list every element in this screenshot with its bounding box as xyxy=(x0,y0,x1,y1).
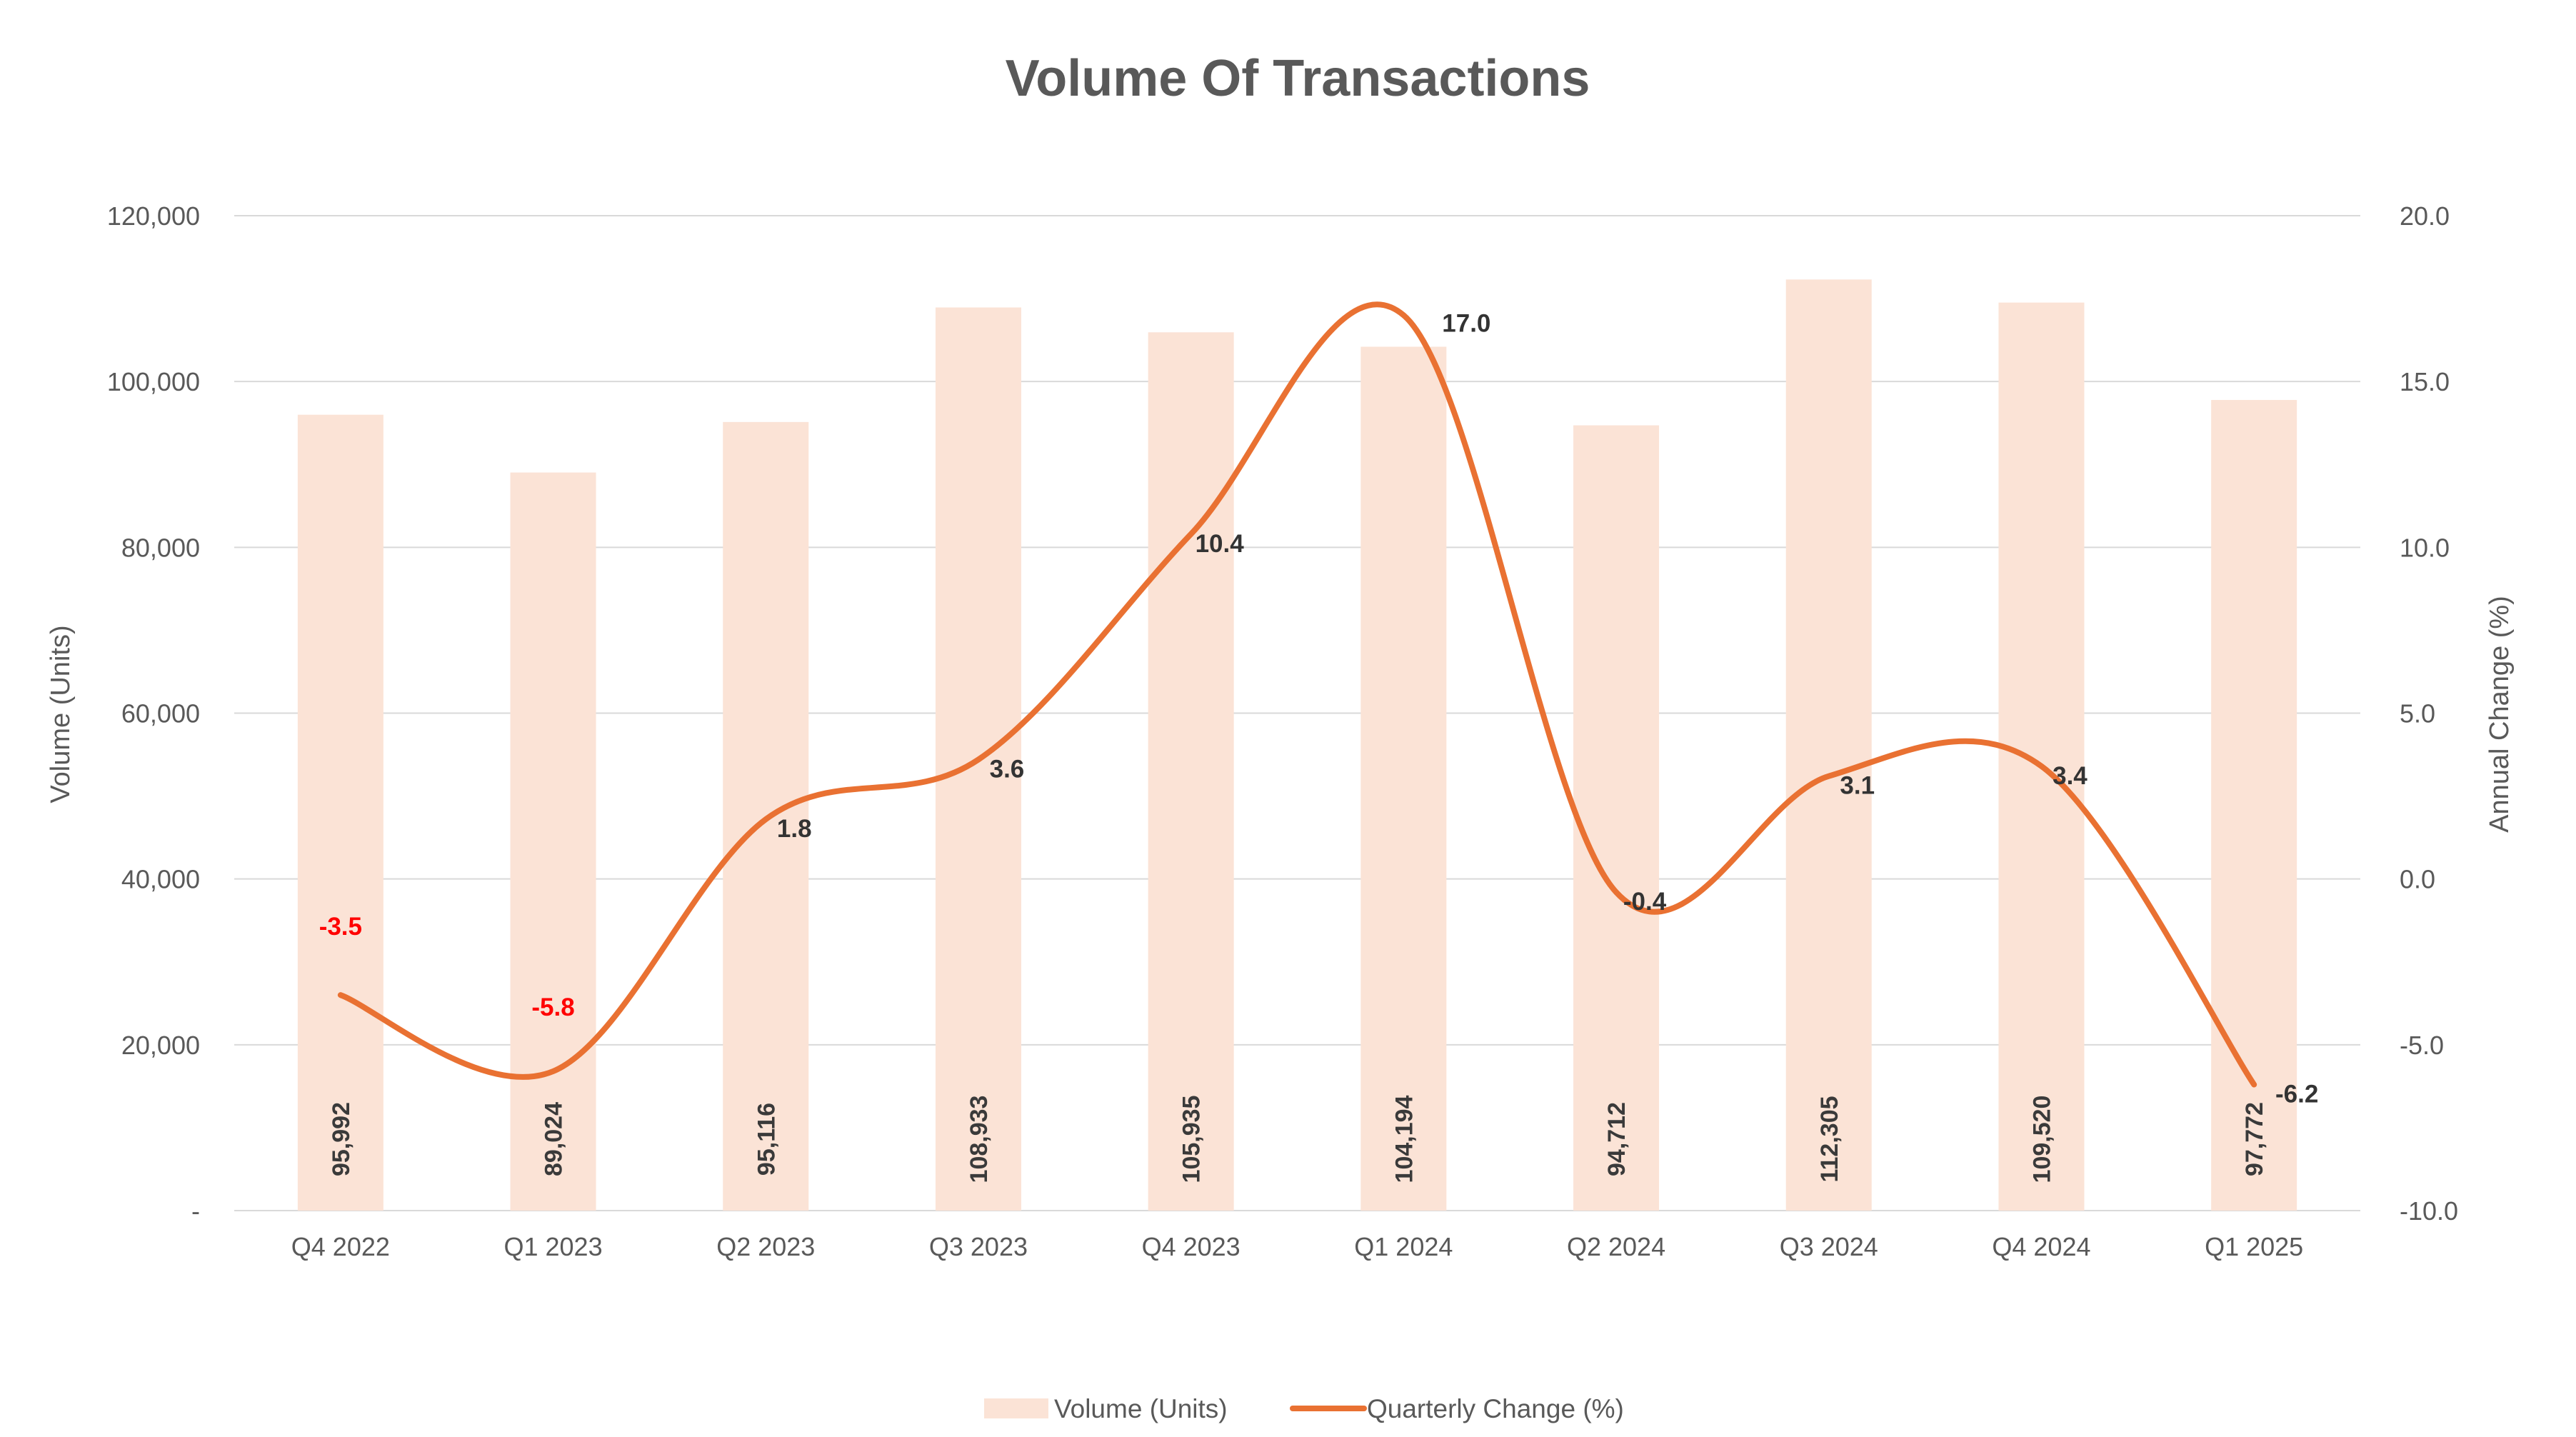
line-data-labels: -3.5 -5.8 1.8 3.6 10.4 17.0 -0.4 3.1 3.4 -6.2 xyxy=(319,309,2319,1108)
bar-data-labels: 95,992 89,024 95,116 108,933 105,935 104,194 9… xyxy=(328,1095,2268,1183)
left-axis-ticks: - 20,000 40,000 60,000 80,000 100,000 120,000 xyxy=(107,201,200,1226)
legend-label-quarterly-change: Quarterly Change (%) xyxy=(1367,1394,1624,1423)
left-tick-label: - xyxy=(191,1196,200,1226)
left-tick-label: 100,000 xyxy=(107,367,200,396)
bar xyxy=(1148,332,1234,1211)
right-tick-label: 10.0 xyxy=(2400,533,2450,562)
right-axis-ticks: -10.0 -5.0 0.0 5.0 10.0 15.0 20.0 xyxy=(2400,201,2458,1226)
bar xyxy=(510,472,596,1211)
bar-data-label: 94,712 xyxy=(1603,1102,1630,1176)
bar xyxy=(1785,279,1872,1211)
right-tick-label: -10.0 xyxy=(2400,1196,2458,1226)
chart-title: Volume Of Transactions xyxy=(1006,50,1590,107)
legend: Volume (Units) Quarterly Change (%) xyxy=(984,1394,1624,1423)
bar-data-label: 95,992 xyxy=(328,1102,355,1176)
x-tick-label: Q3 2024 xyxy=(1780,1232,1878,1261)
right-tick-label: 20.0 xyxy=(2400,201,2450,231)
left-tick-label: 20,000 xyxy=(121,1031,200,1060)
line-data-label: 3.1 xyxy=(1840,772,1875,800)
line-data-label: 3.4 xyxy=(2053,762,2088,790)
right-tick-label: 15.0 xyxy=(2400,367,2450,396)
bar-data-label: 95,116 xyxy=(753,1103,780,1176)
x-tick-label: Q4 2023 xyxy=(1142,1232,1241,1261)
line-data-label: 1.8 xyxy=(777,815,812,843)
legend-swatch-volume xyxy=(984,1398,1048,1418)
line-data-label: -6.2 xyxy=(2275,1081,2318,1108)
bar-data-label: 109,520 xyxy=(2028,1096,2055,1183)
x-axis-ticks: Q4 2022 Q1 2023 Q2 2023 Q3 2023 Q4 2023 Q1 20… xyxy=(291,1232,2303,1261)
y-axis-right-label: Annual Change (%) xyxy=(2485,596,2515,833)
x-tick-label: Q2 2023 xyxy=(716,1232,815,1261)
right-tick-label: -5.0 xyxy=(2400,1031,2444,1060)
x-tick-label: Q1 2025 xyxy=(2205,1232,2303,1261)
bar-data-label: 112,305 xyxy=(1816,1096,1843,1182)
line-series xyxy=(337,301,2257,1088)
bar xyxy=(2211,400,2297,1211)
x-tick-label: Q4 2022 xyxy=(291,1232,390,1261)
left-tick-label: 60,000 xyxy=(121,699,200,728)
bar-data-label: 97,772 xyxy=(2241,1102,2268,1176)
quarterly-change-line xyxy=(337,301,2257,1088)
left-tick-label: 80,000 xyxy=(121,533,200,562)
line-data-label: -3.5 xyxy=(319,913,362,941)
bar-data-label: 104,194 xyxy=(1390,1095,1418,1183)
left-tick-label: 120,000 xyxy=(107,201,200,231)
line-data-label: 10.4 xyxy=(1196,530,1245,558)
bar-data-label: 89,024 xyxy=(541,1102,568,1176)
bar xyxy=(297,414,384,1211)
bar xyxy=(1998,302,2085,1211)
right-tick-label: 5.0 xyxy=(2400,699,2435,728)
x-tick-label: Q3 2023 xyxy=(929,1232,1028,1261)
line-data-label: 17.0 xyxy=(1442,309,1490,337)
x-tick-label: Q1 2023 xyxy=(503,1232,602,1261)
bar xyxy=(1360,346,1447,1211)
bar xyxy=(1573,425,1660,1211)
line-data-label: 3.6 xyxy=(990,756,1025,783)
line-data-label: -5.8 xyxy=(531,993,574,1021)
y-axis-left-label: Volume (Units) xyxy=(46,625,76,803)
x-tick-label: Q2 2024 xyxy=(1567,1232,1665,1261)
bar-data-label: 108,933 xyxy=(966,1096,993,1183)
right-tick-label: 0.0 xyxy=(2400,865,2435,894)
legend-label-volume: Volume (Units) xyxy=(1054,1394,1228,1423)
left-tick-label: 40,000 xyxy=(121,865,200,894)
line-data-label: -0.4 xyxy=(1623,888,1667,916)
x-tick-label: Q4 2024 xyxy=(1992,1232,2090,1261)
x-tick-label: Q1 2024 xyxy=(1354,1232,1453,1261)
bar-data-label: 105,935 xyxy=(1178,1096,1206,1183)
